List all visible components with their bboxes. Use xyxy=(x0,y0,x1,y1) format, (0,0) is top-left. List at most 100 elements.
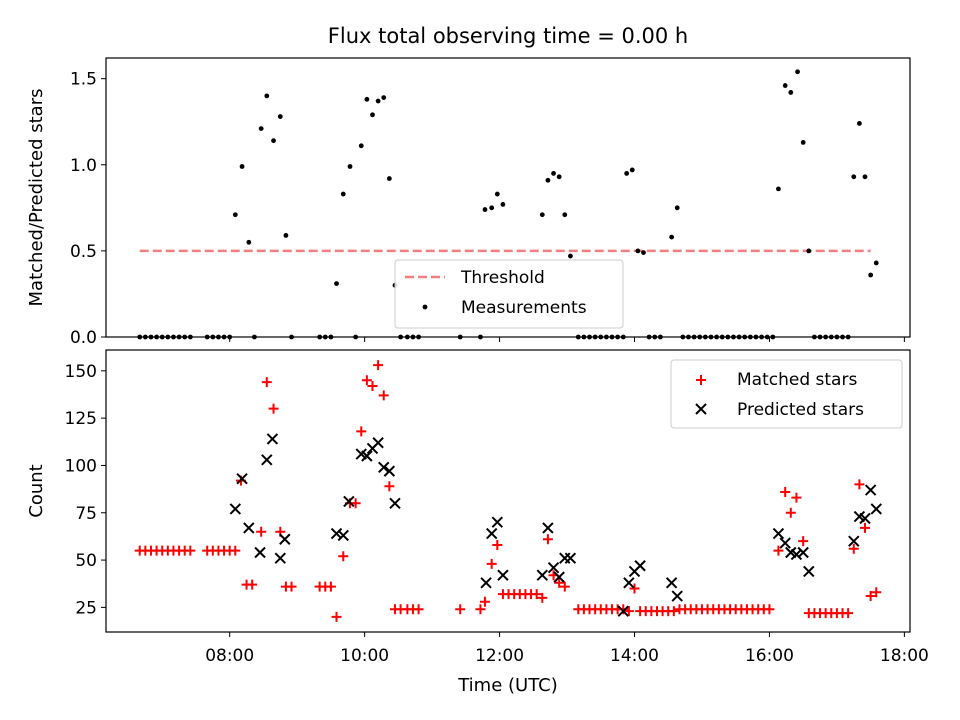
matched-star-marker xyxy=(559,581,570,592)
matched-star-marker xyxy=(373,360,384,371)
measurement-point xyxy=(258,126,264,132)
top-plot-frame xyxy=(105,57,911,338)
x-tick-label: 16:00 xyxy=(745,646,794,666)
predicted-star-marker xyxy=(330,527,343,540)
matched-star-marker xyxy=(542,534,553,545)
matched-star-marker xyxy=(479,596,490,607)
legend-measurement-label: Measurements xyxy=(461,298,587,318)
matched-star-marker xyxy=(230,545,241,556)
measurement-point xyxy=(358,143,364,149)
matched-star-marker xyxy=(475,604,486,615)
predicted-star-marker xyxy=(266,433,279,445)
x-tick-label: 08:00 xyxy=(205,646,254,666)
legend-measurement-swatch xyxy=(422,304,428,310)
measurement-point xyxy=(795,69,800,75)
matched-star-marker xyxy=(185,545,196,556)
matched-star-marker xyxy=(384,481,395,492)
measurement-point xyxy=(624,170,630,176)
predicted-star-marker xyxy=(553,571,565,583)
predicted-star-marker xyxy=(671,590,683,602)
top-legend: Threshold Measurements xyxy=(394,259,624,329)
matched-star-marker xyxy=(860,522,871,533)
bottom-data-marks xyxy=(134,360,882,622)
predicted-star-marker xyxy=(229,503,242,515)
legend-box xyxy=(670,359,903,429)
measurement-point xyxy=(851,174,857,180)
matched-star-marker xyxy=(268,403,279,414)
measurement-point xyxy=(500,201,506,207)
top-axes: 0.0 0.5 1.0 1.5 xyxy=(70,70,905,348)
y-tick-label: 50 xyxy=(75,551,97,571)
measurement-point xyxy=(856,121,862,126)
measurement-point xyxy=(868,272,874,278)
predicted-star-marker xyxy=(372,437,384,449)
measurement-point xyxy=(545,177,551,183)
matched-star-marker xyxy=(668,606,679,617)
matched-star-marker xyxy=(554,577,565,588)
measurement-point xyxy=(862,174,868,180)
measurement-point xyxy=(375,98,381,104)
measurement-point xyxy=(271,138,276,144)
matched-star-marker xyxy=(843,608,854,619)
predicted-star-marker xyxy=(480,577,492,589)
predicted-star-marker xyxy=(491,516,504,528)
matched-star-marker xyxy=(486,558,497,569)
matched-star-marker xyxy=(331,611,342,622)
matched-star-marker xyxy=(798,536,809,547)
measurement-point xyxy=(562,212,568,218)
predicted-star-marker xyxy=(564,552,577,564)
measurement-point xyxy=(635,248,641,254)
legend-predicted-swatch xyxy=(695,403,707,415)
predicted-star-marker xyxy=(378,461,390,474)
measurement-point xyxy=(370,112,375,118)
matched-star-marker xyxy=(455,604,466,615)
chart-title: Flux total observing time = 0.00 h xyxy=(328,24,688,48)
measurement-point xyxy=(340,191,346,197)
predicted-star-marker xyxy=(274,552,287,564)
predicted-star-marker xyxy=(617,605,629,617)
predicted-star-marker xyxy=(797,546,809,559)
measurement-point xyxy=(568,253,573,259)
measurement-point xyxy=(364,96,370,102)
matched-star-marker xyxy=(865,591,876,602)
measurement-point xyxy=(482,207,488,212)
top-y-axis-label: Matched/Predicted stars xyxy=(26,89,47,307)
matched-star-marker xyxy=(247,579,258,590)
predicted-star-marker xyxy=(772,527,785,540)
matched-star-marker xyxy=(629,583,640,594)
matched-star-marker xyxy=(531,589,542,600)
x-tick-label: 10:00 xyxy=(340,646,389,666)
matched-star-marker xyxy=(764,604,775,615)
y-tick-label: 75 xyxy=(75,504,97,524)
predicted-star-marker xyxy=(870,503,882,515)
measurement-point xyxy=(806,248,812,254)
predicted-star-marker xyxy=(547,561,560,574)
predicted-star-marker xyxy=(243,522,255,534)
bottom-y-axis-label: Count xyxy=(26,464,47,517)
measurement-point xyxy=(239,164,245,169)
x-axis-label: Time (UTC) xyxy=(457,675,558,696)
measurement-point xyxy=(489,205,495,211)
x-tick-label: 18:00 xyxy=(880,646,929,666)
measurement-point xyxy=(277,114,283,119)
predicted-star-marker xyxy=(859,512,871,525)
predicted-star-marker xyxy=(779,537,791,549)
predicted-star-marker xyxy=(497,569,509,581)
y-tick-label: 0.0 xyxy=(70,328,97,348)
measurement-point xyxy=(347,164,353,169)
measurement-point xyxy=(494,191,500,197)
matched-star-marker xyxy=(854,479,865,490)
measurement-point xyxy=(551,170,556,176)
x-tick-label: 12:00 xyxy=(475,646,524,666)
measurement-point xyxy=(556,174,562,180)
predicted-star-marker xyxy=(790,548,803,561)
measurement-point xyxy=(873,260,879,266)
measurement-point xyxy=(669,234,675,240)
matched-star-marker xyxy=(361,375,372,386)
matched-star-marker xyxy=(780,486,791,497)
bottom-panel: 08:00 10:00 12:00 14:00 16:00 18:00 25 50 75 100 1… xyxy=(26,349,929,666)
predicted-star-marker xyxy=(389,497,401,510)
predicted-star-marker xyxy=(542,522,554,534)
predicted-star-marker xyxy=(848,535,860,547)
